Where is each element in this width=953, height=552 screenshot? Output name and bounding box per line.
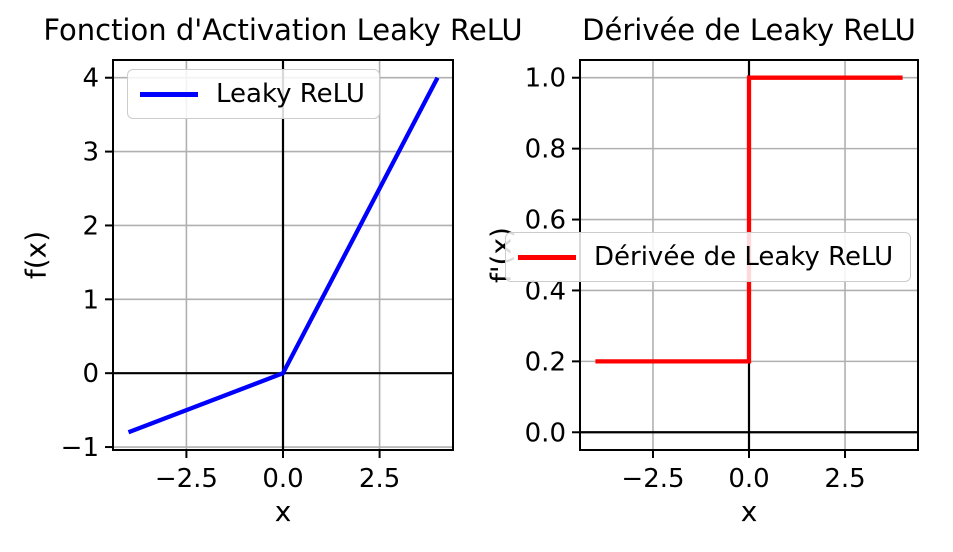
- series-line: [595, 75, 903, 364]
- y-tick-label: 4: [82, 64, 99, 94]
- series-line: [127, 76, 440, 435]
- x-tick-label: 0.0: [728, 464, 769, 494]
- x-tick-label: 2.5: [824, 464, 865, 494]
- x-tick-label: −2.5: [155, 464, 218, 494]
- y-tick-label: 0.0: [525, 418, 566, 448]
- x-axis-label: x: [274, 495, 292, 528]
- x-tick-label: 0.0: [262, 464, 303, 494]
- y-tick-label: 0.2: [525, 347, 566, 377]
- legend-label: Leaky ReLU: [216, 79, 365, 109]
- x-tick-label: −2.5: [621, 464, 684, 494]
- y-tick-label: 1.0: [525, 64, 566, 94]
- y-tick-label: 2: [82, 211, 99, 241]
- legend-line-swatch: [518, 254, 576, 260]
- x-tick-label: 2.5: [359, 464, 400, 494]
- plot-title: Dérivée de Leaky ReLU: [582, 13, 916, 47]
- y-tick-label: 3: [82, 138, 99, 168]
- legend-box: Dérivée de Leaky ReLU: [505, 232, 911, 282]
- y-tick-label: 0: [82, 359, 99, 389]
- legend-box: Leaky ReLU: [127, 69, 380, 119]
- y-tick-label: 0.8: [525, 135, 566, 165]
- y-axis-label: f(x): [19, 230, 53, 280]
- legend-label: Dérivée de Leaky ReLU: [594, 242, 894, 272]
- plot-title: Fonction d'Activation Leaky ReLU: [43, 13, 523, 47]
- y-tick-label: −1: [61, 433, 99, 463]
- legend-line-swatch: [140, 91, 198, 97]
- y-tick-label: 1: [82, 285, 99, 315]
- x-axis-label: x: [740, 495, 758, 528]
